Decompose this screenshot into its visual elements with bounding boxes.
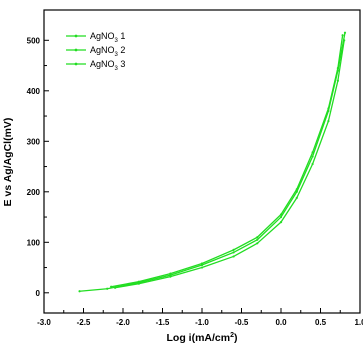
legend-label-base: AgNO (90, 45, 115, 55)
x-axis-title-sup: 2 (230, 332, 234, 339)
legend-label: AgNO3 1 (90, 31, 125, 44)
legend-label-sub: 3 (115, 52, 119, 58)
x-tick-label: -3.0 (37, 318, 51, 327)
axis-ticks (43, 39, 361, 313)
x-tick-label: -1.0 (195, 318, 209, 327)
series-point (137, 280, 140, 283)
x-tick-label: -1.5 (156, 318, 170, 327)
series-point (232, 251, 235, 254)
series-line (79, 32, 346, 292)
series-point (200, 262, 204, 265)
series-point (295, 188, 298, 191)
series-point (169, 274, 172, 277)
series-point (327, 120, 330, 123)
x-axis-title-text: ) (234, 332, 238, 344)
series-line (111, 35, 344, 288)
x-tick-label: 0.5 (315, 318, 327, 327)
x-tick-label: -2.0 (116, 318, 130, 327)
x-tick-label: 0.0 (275, 318, 287, 327)
y-tick-label: 100 (27, 238, 41, 247)
series-2 (114, 39, 346, 289)
series-point (311, 162, 314, 166)
series-point (279, 221, 283, 224)
legend-label-base: AgNO (90, 59, 115, 69)
series-point (279, 213, 283, 216)
y-tick-label: 0 (36, 289, 41, 298)
legend-marker (74, 48, 78, 52)
series-point (114, 286, 117, 289)
x-axis-title-text: Log i(mA/cm (167, 332, 231, 344)
legend-item: AgNO3 1 (66, 31, 125, 44)
y-tick-label: 400 (27, 87, 41, 96)
legend-label-suffix: 3 (118, 59, 126, 69)
tick-labels: -3.0 -2.5 -2.0 -1.5 -1.0 -0.5 0.0 0.5 1.0 0 100 200… (27, 36, 363, 327)
y-tick-label: 300 (27, 137, 41, 146)
y-tick-label: 500 (27, 36, 41, 45)
legend-marker (74, 34, 78, 38)
series-point (327, 107, 330, 110)
legend-label-suffix: 2 (118, 45, 126, 55)
series-line (114, 40, 345, 289)
series-point (295, 196, 298, 199)
series-point (232, 255, 235, 258)
series-point (106, 287, 109, 290)
x-tick-label: -0.5 (235, 318, 249, 327)
series-point (311, 151, 314, 154)
series-layer (78, 31, 347, 293)
legend-label-sub: 3 (115, 38, 119, 44)
series-point (279, 215, 283, 219)
series-1 (78, 31, 347, 293)
series-point (78, 290, 81, 293)
series-point (256, 236, 259, 239)
legend-marker (74, 62, 78, 66)
legend-label-sub: 3 (115, 66, 119, 72)
series-point (343, 39, 346, 42)
legend-label-base: AgNO (90, 31, 115, 41)
series-point (110, 285, 113, 288)
x-tick-label: -2.5 (77, 318, 91, 327)
legend-label: AgNO3 2 (90, 45, 125, 58)
series-point (336, 66, 339, 70)
y-tick-label: 200 (27, 188, 41, 197)
series-point (169, 275, 172, 278)
series-point (256, 242, 259, 245)
series-point (311, 155, 314, 158)
legend-label-suffix: 1 (118, 31, 126, 41)
series-point (232, 248, 235, 251)
x-tick-label: 1.0 (354, 318, 363, 327)
legend-item: AgNO3 2 (66, 45, 125, 58)
x-axis-title: Log i(mA/cm2) (167, 332, 238, 344)
series-point (200, 266, 204, 269)
series-point (336, 79, 339, 82)
series-point (169, 272, 172, 275)
series-point (341, 34, 344, 37)
legend-label: AgNO3 3 (90, 59, 125, 72)
legend-item: AgNO3 3 (66, 59, 125, 72)
series-3 (110, 34, 344, 288)
y-axis-title: E vs Ag/AgCl(mV) (2, 118, 14, 207)
series-point (200, 263, 204, 267)
series-point (343, 31, 347, 34)
series-point (137, 282, 140, 285)
series-point (256, 238, 259, 241)
